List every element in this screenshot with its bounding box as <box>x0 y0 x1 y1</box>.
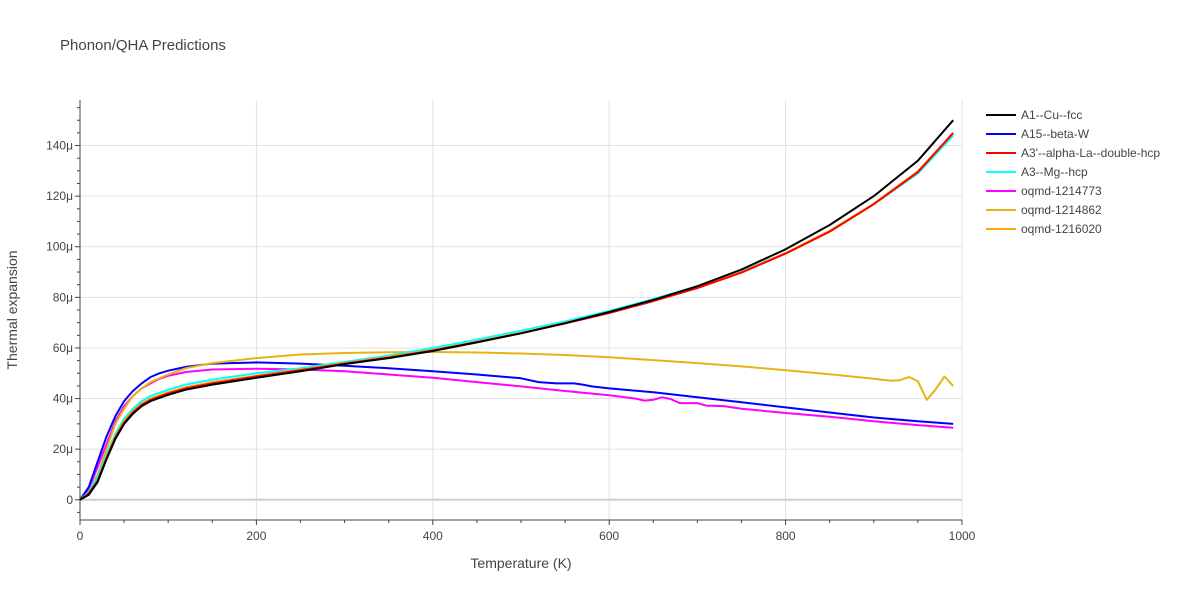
y-tick-label: 40μ <box>53 392 73 406</box>
legend-label: oqmd-1214773 <box>1021 184 1102 198</box>
legend-item[interactable]: A1--Cu--fcc <box>986 108 1082 122</box>
legend-label: A15--beta-W <box>1021 127 1090 141</box>
y-tick-label: 100μ <box>46 240 73 254</box>
series-line-oqmd-1214773 <box>79 367 954 501</box>
legend[interactable]: A1--Cu--fcc A15--beta-W A3'--alpha-La--dou… <box>986 108 1160 236</box>
y-tick-label: 0 <box>66 493 73 507</box>
x-axis-title: Temperature (K) <box>470 555 571 571</box>
y-tick-label: 80μ <box>53 290 73 304</box>
legend-label: A3'--alpha-La--double-hcp <box>1021 146 1160 160</box>
y-axis-title: Thermal expansion <box>4 250 20 369</box>
legend-item[interactable]: A3--Mg--hcp <box>986 165 1088 179</box>
series-line-oqmd-1216020 <box>79 132 954 501</box>
x-tick-label: 1000 <box>949 529 976 543</box>
y-tick-label: 120μ <box>46 189 73 203</box>
series-line-A3--Mg--hcp <box>79 134 954 501</box>
legend-item[interactable]: A15--beta-W <box>986 127 1090 141</box>
legend-item[interactable]: oqmd-1214862 <box>986 203 1102 217</box>
series-line-A15--beta-W <box>79 361 954 501</box>
x-tick-label: 600 <box>599 529 619 543</box>
legend-item[interactable]: oqmd-1216020 <box>986 222 1102 236</box>
y-tick-label: 60μ <box>53 341 73 355</box>
series-line-A1--Cu--fcc <box>79 119 954 501</box>
x-tick-label: 0 <box>77 529 84 543</box>
legend-label: oqmd-1214862 <box>1021 203 1102 217</box>
x-tick-label: 200 <box>246 529 266 543</box>
y-axis-ticks: 0 20μ 40μ 60μ 80μ 100μ 120μ 140μ <box>46 139 73 507</box>
legend-item[interactable]: A3'--alpha-La--double-hcp <box>986 146 1160 160</box>
legend-item[interactable]: oqmd-1214773 <box>986 184 1102 198</box>
series-line-A3'--alpha-La--double-hcp <box>79 132 954 501</box>
legend-label: A3--Mg--hcp <box>1021 165 1088 179</box>
legend-label: oqmd-1216020 <box>1021 222 1102 236</box>
series-line-oqmd-1214862 <box>79 351 954 501</box>
x-tick-label: 400 <box>423 529 443 543</box>
y-tick-label: 20μ <box>53 442 73 456</box>
x-tick-label: 800 <box>776 529 796 543</box>
plot-lines <box>79 119 954 501</box>
grid <box>80 100 963 520</box>
chart-title: Phonon/QHA Predictions <box>60 37 226 54</box>
x-axis-ticks: 0 200 400 600 800 1000 <box>77 529 976 543</box>
y-tick-label: 140μ <box>46 139 73 153</box>
legend-label: A1--Cu--fcc <box>1021 108 1082 122</box>
axes <box>75 100 963 525</box>
